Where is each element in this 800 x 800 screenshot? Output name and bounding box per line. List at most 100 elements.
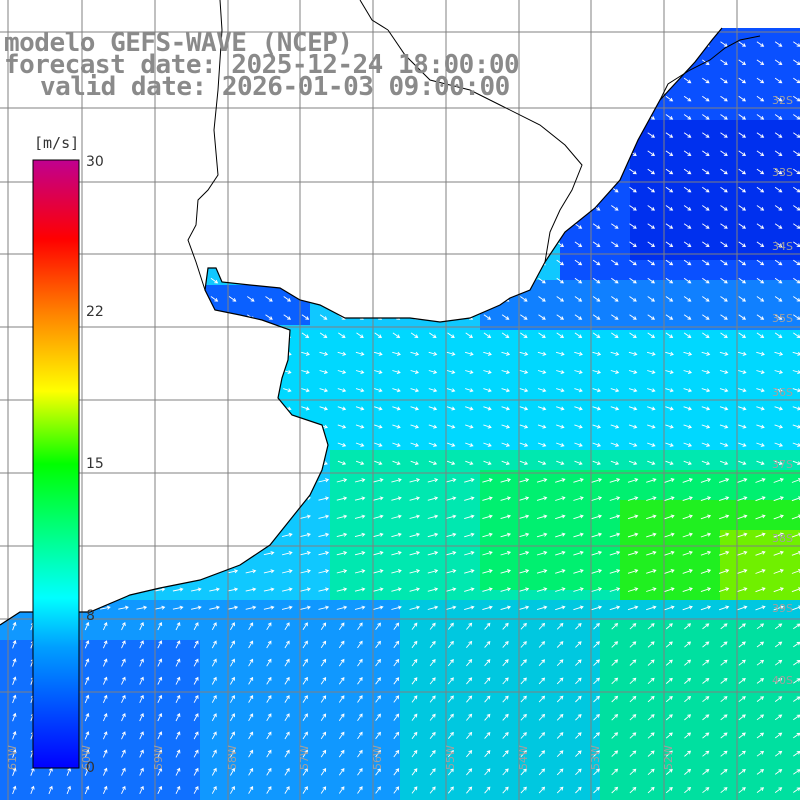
wind-arrow (102, 622, 108, 631)
wind-arrow (556, 424, 565, 429)
wind-arrow (266, 622, 272, 631)
wind-arrow (411, 658, 418, 667)
wind-arrow (593, 768, 600, 776)
wind-arrow (283, 388, 292, 393)
wind-arrow (665, 768, 673, 775)
wind-arrow (538, 713, 546, 721)
wind-arrow (556, 768, 564, 776)
wind-arrow (409, 496, 421, 501)
wind-arrow (318, 478, 330, 483)
wind-arrow (593, 641, 600, 648)
wind-arrow (756, 114, 765, 120)
wind-arrow (700, 587, 712, 593)
wind-arrow (665, 460, 674, 466)
wind-arrow (228, 296, 237, 302)
wind-arrow (482, 496, 493, 501)
wind-arrow (248, 622, 254, 631)
wind-arrow (410, 332, 419, 338)
wind-arrow (375, 695, 381, 703)
wind-arrow (774, 205, 783, 211)
wind-arrow (121, 731, 126, 740)
wind-arrow (373, 514, 384, 519)
wind-arrow (556, 388, 565, 393)
wind-arrow (756, 678, 765, 684)
wind-arrow (501, 314, 510, 320)
wind-arrow (483, 388, 492, 393)
wind-arrow (12, 730, 17, 740)
wind-arrow (593, 695, 600, 703)
wind-arrow (574, 332, 583, 338)
wind-arrow (193, 785, 199, 794)
wind-arrow (720, 150, 728, 156)
wind-arrow (230, 622, 235, 631)
wind-arrow (647, 442, 656, 447)
wind-arrow (482, 550, 493, 556)
wind-arrow (720, 186, 728, 193)
wind-arrow (718, 587, 730, 593)
wind-arrow (230, 785, 235, 794)
wind-arrow (427, 496, 439, 501)
wind-arrow (393, 731, 400, 740)
wind-arrow (738, 714, 746, 721)
wind-arrow (355, 351, 365, 356)
wind-arrow (157, 694, 163, 704)
wind-arrow (393, 695, 400, 703)
wind-arrow (354, 605, 366, 610)
wind-arrow (792, 424, 800, 429)
wind-arrow (484, 786, 491, 794)
wind-arrow (592, 277, 601, 284)
wind-arrow (665, 424, 674, 429)
wind-arrow (375, 749, 381, 758)
wind-arrow (393, 640, 400, 649)
wind-arrow (537, 424, 547, 429)
wind-arrow (484, 713, 491, 721)
wind-arrow (756, 351, 765, 356)
wind-arrow (774, 769, 783, 775)
wind-arrow (774, 132, 783, 138)
wind-arrow (556, 695, 564, 703)
wind-arrow (318, 569, 330, 574)
wind-arrow (664, 605, 675, 611)
wind-arrow (84, 767, 90, 776)
wind-arrow (154, 587, 166, 592)
wind-arrow (720, 314, 728, 320)
wind-arrow (774, 150, 783, 156)
wind-arrow (702, 768, 710, 775)
wind-arrow (593, 750, 600, 757)
wind-arrow (556, 750, 564, 758)
wind-arrow (538, 277, 546, 284)
wind-arrow (774, 678, 783, 684)
wind-arrow (592, 388, 602, 393)
wind-arrow (447, 622, 454, 630)
wind-arrow (411, 622, 418, 630)
wind-arrow (773, 532, 784, 538)
wind-arrow (266, 731, 272, 740)
wind-arrow (537, 442, 547, 447)
wind-arrow (683, 259, 692, 266)
wind-arrow (318, 587, 330, 592)
wind-arrow (84, 640, 90, 649)
wind-arrow (84, 621, 90, 631)
wind-arrow (501, 370, 511, 375)
wind-arrow (356, 332, 364, 338)
wind-arrow (248, 767, 254, 776)
lat-label: 35S (772, 312, 793, 325)
colorbar-unit: [m/s] (34, 134, 79, 152)
wind-arrow (502, 713, 509, 721)
wind-arrow (537, 406, 547, 411)
wind-arrow (230, 676, 235, 685)
wind-arrow (737, 605, 748, 611)
wind-arrow (375, 677, 381, 685)
wind-arrow (466, 622, 473, 630)
wind-arrow (573, 532, 584, 538)
wind-arrow (391, 569, 402, 574)
wind-arrow (738, 696, 746, 703)
wind-arrow (121, 676, 126, 685)
wind-arrow (647, 641, 655, 648)
wind-arrow (627, 496, 639, 501)
wind-arrow (592, 406, 602, 411)
wind-arrow (592, 314, 601, 320)
wind-arrow (483, 424, 492, 429)
wind-arrow (737, 351, 747, 356)
wind-arrow (609, 587, 621, 592)
